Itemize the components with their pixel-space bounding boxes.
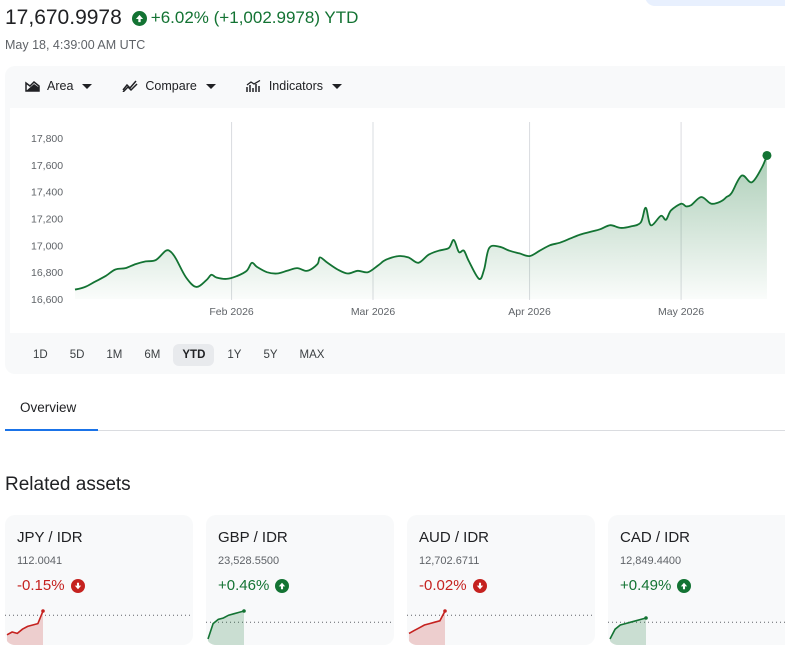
- chart-card: Area Compare Indicators: [5, 66, 785, 374]
- x-tick-label: May 2026: [658, 306, 704, 318]
- compare-icon: [122, 80, 138, 92]
- related-asset-card[interactable]: GBP / IDR 23,528.5500 +0.46%: [206, 515, 394, 645]
- indicators-label: Indicators: [268, 79, 324, 93]
- sparkline-line: [6, 610, 44, 636]
- price-change: +6.02% (+1,002.9978) YTD: [131, 8, 359, 28]
- arrow-up-icon: [677, 578, 692, 593]
- area-chart-icon: [25, 80, 40, 92]
- indicators-dropdown[interactable]: Indicators: [246, 79, 343, 93]
- range-5d[interactable]: 5D: [69, 349, 85, 361]
- caret-down-icon: [332, 83, 343, 89]
- sparkline-end-point: [242, 609, 246, 613]
- sparkline-line: [207, 610, 245, 640]
- price-change-text: +6.02% (+1,002.9978) YTD: [150, 8, 359, 27]
- asset-name: JPY / IDR: [17, 529, 83, 546]
- compare-label: Compare: [145, 79, 197, 93]
- arrow-down-icon: [70, 578, 85, 593]
- compare-dropdown[interactable]: Compare: [122, 79, 216, 93]
- sparkline-fill: [409, 611, 445, 645]
- y-tick-label: 16,600: [31, 294, 63, 306]
- arrow-down-icon: [472, 578, 487, 593]
- related-asset-card[interactable]: AUD / IDR 12,702.6711 -0.02%: [407, 515, 595, 645]
- sparkline-fill: [610, 618, 646, 645]
- y-tick-label: 17,800: [31, 133, 63, 145]
- x-tick-label: Apr 2026: [508, 306, 551, 318]
- last-price-point: [762, 150, 772, 160]
- asset-change-text: +0.46%: [218, 577, 270, 594]
- y-tick-label: 17,400: [31, 187, 63, 199]
- y-tick-label: 17,000: [31, 240, 63, 252]
- asset-sparkline: [5, 609, 193, 645]
- asset-value: 23,528.5500: [218, 555, 280, 567]
- asset-change: +0.46%: [218, 577, 290, 594]
- price-area-fill: [75, 155, 767, 299]
- related-asset-card[interactable]: JPY / IDR 112.0041 -0.15%: [5, 515, 193, 645]
- asset-change-text: +0.49%: [620, 577, 672, 594]
- related-asset-card[interactable]: CAD / IDR 12,849.4400 +0.49%: [608, 515, 785, 645]
- y-tick-label: 16,800: [31, 267, 63, 279]
- indicators-icon: [246, 79, 261, 92]
- asset-change: -0.02%: [419, 577, 487, 594]
- sparkline-end-point: [443, 609, 447, 613]
- tab-overview[interactable]: Overview: [5, 393, 98, 431]
- area-label: Area: [47, 79, 74, 93]
- y-tick-label: 17,200: [31, 214, 63, 226]
- asset-name: AUD / IDR: [419, 529, 490, 546]
- asset-value: 112.0041: [17, 555, 63, 567]
- x-tick-label: Feb 2026: [209, 306, 254, 318]
- asset-sparkline: [206, 609, 394, 645]
- chart-toolbar: Area Compare Indicators: [5, 66, 372, 106]
- sparkline-end-point: [644, 616, 648, 620]
- current-price: 17,670.9978: [5, 6, 122, 29]
- price-chart[interactable]: Feb 2026 Mar 2026 Apr 2026 May 2026 17,800 17…: [10, 108, 785, 333]
- asset-name: GBP / IDR: [218, 529, 288, 546]
- range-1d[interactable]: 1D: [33, 349, 48, 361]
- asset-change-text: -0.02%: [419, 577, 467, 594]
- caret-down-icon: [82, 83, 93, 89]
- sparkline-line: [408, 610, 446, 635]
- asset-change: +0.49%: [620, 577, 692, 594]
- range-1m[interactable]: 1M: [106, 349, 123, 361]
- caret-down-icon: [205, 83, 216, 89]
- price-row: 17,670.9978 +6.02% (+1,002.9978) YTD: [5, 6, 358, 30]
- asset-change-text: -0.15%: [17, 577, 65, 594]
- asset-name: CAD / IDR: [620, 529, 691, 546]
- price-chart-svg: Feb 2026 Mar 2026 Apr 2026 May 2026 17,800 17…: [31, 122, 772, 318]
- quote-timestamp: May 18, 4:39:00 AM UTC: [5, 38, 146, 52]
- range-5y[interactable]: 5Y: [263, 349, 278, 361]
- asset-sparkline: [608, 616, 785, 645]
- area-dropdown[interactable]: Area: [25, 79, 93, 93]
- x-tick-label: Mar 2026: [351, 306, 396, 318]
- sparkline-end-point: [41, 609, 45, 613]
- range-selector: 1D 5D 1M 6M YTD 1Y 5Y MAX: [24, 344, 337, 366]
- range-ytd[interactable]: YTD: [173, 344, 215, 366]
- asset-value: 12,702.6711: [419, 555, 480, 567]
- arrow-up-icon: [131, 10, 147, 26]
- asset-change: -0.15%: [17, 577, 85, 594]
- sparkline-fill: [208, 611, 244, 645]
- range-max[interactable]: MAX: [299, 349, 325, 361]
- range-6m[interactable]: 6M: [144, 349, 161, 361]
- range-1y[interactable]: 1Y: [227, 349, 242, 361]
- tab-bar: Overview: [5, 393, 785, 431]
- asset-value: 12,849.4400: [620, 555, 682, 567]
- related-assets-title: Related assets: [5, 474, 131, 495]
- header-pill: [645, 0, 785, 6]
- y-tick-label: 17,600: [31, 160, 63, 172]
- price-line: [74, 155, 768, 291]
- sparkline-line: [609, 617, 647, 640]
- arrow-up-icon: [275, 578, 290, 593]
- asset-sparkline: [407, 609, 595, 645]
